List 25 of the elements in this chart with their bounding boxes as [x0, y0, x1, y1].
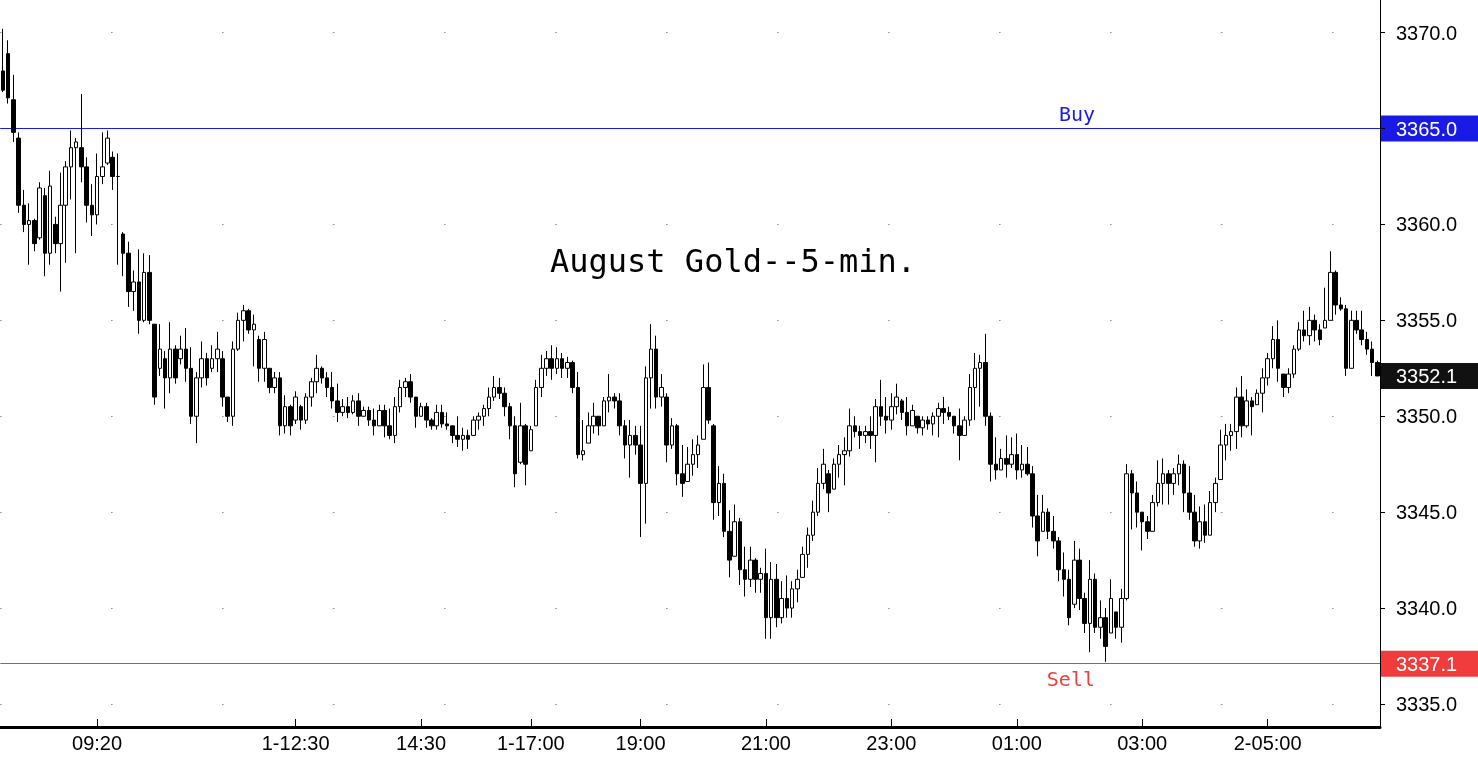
y-tick-label: 3345.0 [1396, 501, 1458, 524]
text: 3365.0 [1396, 117, 1458, 140]
text: August Gold--5-min. [550, 242, 917, 280]
x-tick-label: 03:00 [1117, 732, 1168, 754]
ref-line-label: Buy [1058, 101, 1095, 126]
ref-line-label: Sell [1046, 666, 1095, 691]
x-tick-label: 1-17:00 [496, 732, 565, 754]
candlestick [11, 74, 16, 143]
y-tick-label: 3355.0 [1396, 309, 1458, 332]
y-tick-label: 3340.0 [1396, 597, 1458, 620]
x-tick-label: 09:20 [72, 732, 123, 754]
x-tick-label: 2-05:00 [1233, 732, 1302, 754]
x-tick-label: 23:00 [866, 732, 917, 754]
y-tick-label: 3360.0 [1396, 213, 1458, 236]
x-tick-label: 21:00 [740, 732, 791, 754]
text: 3352.1 [1396, 364, 1458, 387]
text: 3337.1 [1396, 652, 1458, 675]
y-tick-label: 3350.0 [1396, 405, 1458, 428]
x-tick-label: 01:00 [991, 732, 1042, 754]
x-tick-label: 14:30 [396, 732, 447, 754]
x-tick-label: 1-12:30 [261, 732, 330, 754]
y-tick-label: 3335.0 [1396, 692, 1458, 715]
y-tick-label: 3370.0 [1396, 21, 1458, 44]
x-tick-label: 19:00 [615, 732, 666, 754]
candlestick [116, 152, 120, 266]
